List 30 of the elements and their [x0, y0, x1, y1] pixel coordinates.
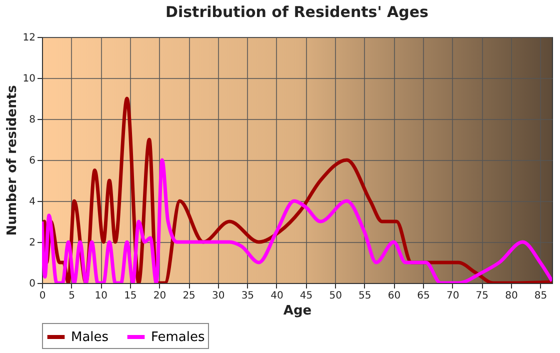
x-tick-label: 45 — [300, 290, 313, 302]
legend-label: Males — [71, 330, 109, 345]
x-tick-label: 85 — [534, 290, 548, 302]
x-tick-label: 75 — [476, 290, 489, 302]
x-tick-label: 40 — [270, 290, 284, 302]
legend-label: Females — [151, 330, 206, 345]
x-tick-label: 55 — [358, 290, 372, 302]
y-tick-label: 10 — [22, 74, 36, 84]
y-tick-label: 6 — [29, 156, 36, 166]
x-tick-label: 0 — [39, 290, 46, 302]
x-tick-label: 20 — [153, 290, 166, 302]
y-tick-label: 12 — [22, 32, 36, 44]
x-tick-label: 60 — [388, 290, 401, 302]
y-tick-label: 2 — [29, 238, 36, 248]
x-tick-label: 30 — [212, 290, 225, 302]
x-tick-label: 35 — [241, 290, 254, 302]
x-tick-label: 70 — [446, 290, 460, 302]
y-tick-label: 0 — [29, 278, 36, 290]
y-tick-label: 4 — [29, 196, 36, 208]
x-tick-label: 65 — [417, 290, 430, 302]
x-tick-label: 15 — [124, 290, 137, 302]
y-tick-label: 8 — [29, 114, 36, 126]
x-axis-title: Age — [283, 304, 312, 318]
chart-title: Distribution of Residents' Ages — [166, 3, 429, 21]
y-axis-title: Number of residents — [4, 84, 20, 236]
x-tick-label: 25 — [182, 290, 196, 302]
x-tick-label: 50 — [329, 290, 342, 302]
x-tick-label: 5 — [68, 290, 75, 302]
x-tick-label: 80 — [505, 290, 518, 302]
x-tick-label: 10 — [94, 290, 108, 302]
